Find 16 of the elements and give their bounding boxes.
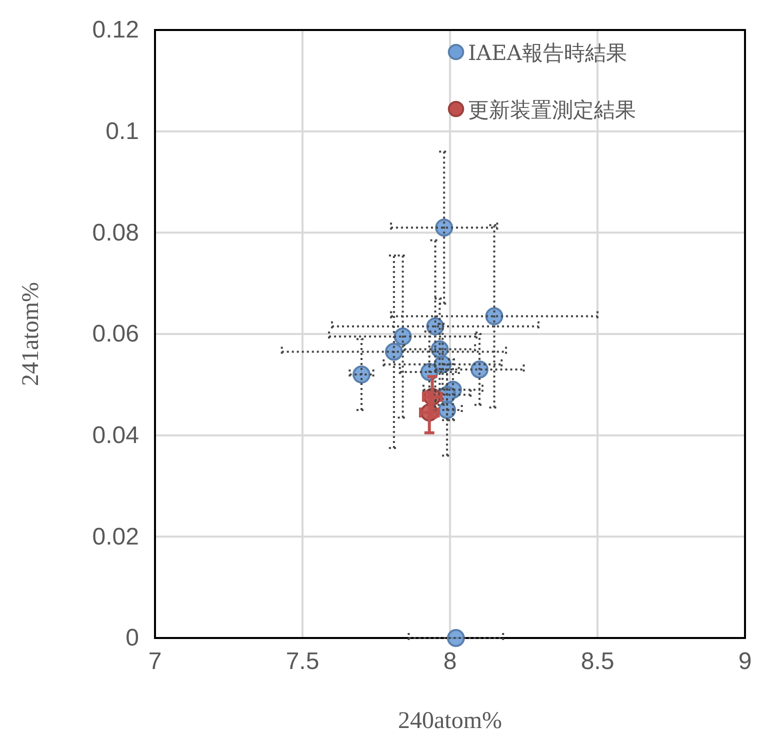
y-axis-title: 241atom% bbox=[18, 282, 44, 386]
y-tick-label: 0.02 bbox=[92, 523, 139, 550]
legend-label: 更新装置測定結果 bbox=[468, 98, 636, 122]
y-tick-label: 0.12 bbox=[92, 16, 139, 44]
x-axis-title: 240atom% bbox=[398, 708, 502, 734]
x-tick-label: 7 bbox=[148, 648, 162, 676]
y-tick-label: 0.06 bbox=[92, 320, 139, 348]
y-tick-label: 0.1 bbox=[106, 118, 139, 146]
y-tick-label: 0.08 bbox=[92, 219, 139, 246]
legend-label: IAEA報告時結果 bbox=[468, 41, 627, 65]
y-tick-label: 0.04 bbox=[92, 422, 139, 450]
x-tick-label: 9 bbox=[738, 648, 752, 676]
x-tick-label: 8 bbox=[443, 648, 457, 676]
y-tick-label: 0 bbox=[126, 624, 139, 652]
x-tick-label: 8.5 bbox=[580, 648, 614, 676]
x-tick-label: 7.5 bbox=[286, 648, 320, 676]
